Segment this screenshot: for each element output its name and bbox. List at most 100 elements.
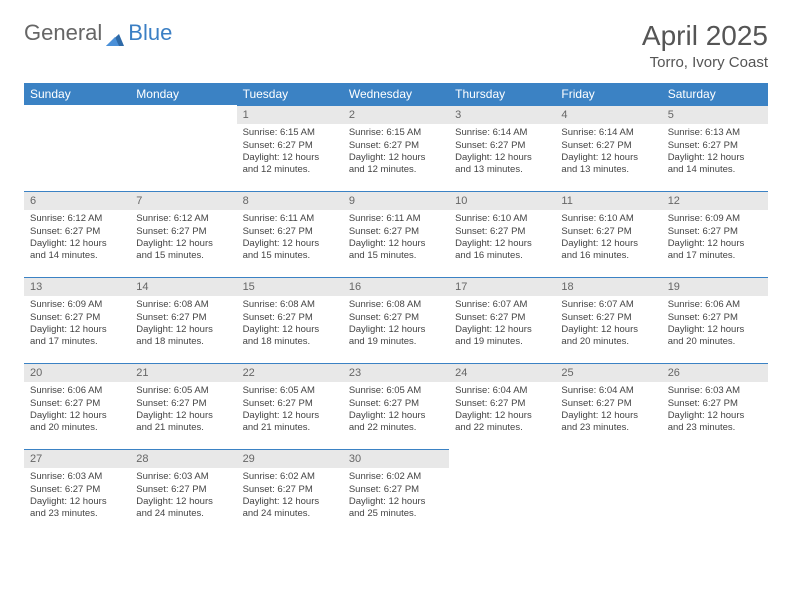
calendar-cell: 22Sunrise: 6:05 AMSunset: 6:27 PMDayligh… (237, 363, 343, 449)
weekday-header: Tuesday (237, 83, 343, 105)
calendar-cell: 28Sunrise: 6:03 AMSunset: 6:27 PMDayligh… (130, 449, 236, 535)
weekday-header: Saturday (662, 83, 768, 105)
sunrise-text: Sunrise: 6:15 AM (349, 127, 443, 139)
day-data: Sunrise: 6:13 AMSunset: 6:27 PMDaylight:… (662, 124, 768, 180)
day-data: Sunrise: 6:10 AMSunset: 6:27 PMDaylight:… (555, 210, 661, 266)
calendar-cell: 19Sunrise: 6:06 AMSunset: 6:27 PMDayligh… (662, 277, 768, 363)
day-data: Sunrise: 6:03 AMSunset: 6:27 PMDaylight:… (662, 382, 768, 438)
day-number: 2 (343, 105, 449, 124)
calendar-cell: 14Sunrise: 6:08 AMSunset: 6:27 PMDayligh… (130, 277, 236, 363)
daylight-text-2: and 16 minutes. (561, 250, 655, 262)
weekday-header: Wednesday (343, 83, 449, 105)
calendar-cell: 9Sunrise: 6:11 AMSunset: 6:27 PMDaylight… (343, 191, 449, 277)
daylight-text-1: Daylight: 12 hours (668, 152, 762, 164)
sunset-text: Sunset: 6:27 PM (668, 226, 762, 238)
sunrise-text: Sunrise: 6:11 AM (349, 213, 443, 225)
weekday-header: Thursday (449, 83, 555, 105)
day-data: Sunrise: 6:12 AMSunset: 6:27 PMDaylight:… (24, 210, 130, 266)
daylight-text-1: Daylight: 12 hours (30, 238, 124, 250)
calendar-cell: .. (662, 449, 768, 535)
day-number: 7 (130, 191, 236, 210)
sunset-text: Sunset: 6:27 PM (243, 226, 337, 238)
daylight-text-2: and 24 minutes. (243, 508, 337, 520)
day-data: Sunrise: 6:04 AMSunset: 6:27 PMDaylight:… (555, 382, 661, 438)
day-data: Sunrise: 6:09 AMSunset: 6:27 PMDaylight:… (24, 296, 130, 352)
daylight-text-2: and 13 minutes. (561, 164, 655, 176)
calendar-cell: 16Sunrise: 6:08 AMSunset: 6:27 PMDayligh… (343, 277, 449, 363)
day-number: 8 (237, 191, 343, 210)
sunrise-text: Sunrise: 6:07 AM (455, 299, 549, 311)
sunset-text: Sunset: 6:27 PM (455, 226, 549, 238)
daylight-text-1: Daylight: 12 hours (136, 238, 230, 250)
day-data: Sunrise: 6:07 AMSunset: 6:27 PMDaylight:… (555, 296, 661, 352)
day-number: 24 (449, 363, 555, 382)
sunset-text: Sunset: 6:27 PM (349, 484, 443, 496)
daylight-text-1: Daylight: 12 hours (455, 410, 549, 422)
sunset-text: Sunset: 6:27 PM (349, 312, 443, 324)
sunset-text: Sunset: 6:27 PM (243, 140, 337, 152)
day-number: 27 (24, 449, 130, 468)
calendar-cell: 15Sunrise: 6:08 AMSunset: 6:27 PMDayligh… (237, 277, 343, 363)
sunrise-text: Sunrise: 6:14 AM (561, 127, 655, 139)
day-data: Sunrise: 6:14 AMSunset: 6:27 PMDaylight:… (555, 124, 661, 180)
day-number: 23 (343, 363, 449, 382)
daylight-text-1: Daylight: 12 hours (30, 496, 124, 508)
calendar-cell: 24Sunrise: 6:04 AMSunset: 6:27 PMDayligh… (449, 363, 555, 449)
location: Torro, Ivory Coast (642, 54, 768, 71)
day-number: 15 (237, 277, 343, 296)
daylight-text-2: and 12 minutes. (243, 164, 337, 176)
calendar-cell: 21Sunrise: 6:05 AMSunset: 6:27 PMDayligh… (130, 363, 236, 449)
sunset-text: Sunset: 6:27 PM (561, 398, 655, 410)
day-number: 10 (449, 191, 555, 210)
day-data: Sunrise: 6:08 AMSunset: 6:27 PMDaylight:… (237, 296, 343, 352)
calendar-cell: 25Sunrise: 6:04 AMSunset: 6:27 PMDayligh… (555, 363, 661, 449)
calendar-row: 6Sunrise: 6:12 AMSunset: 6:27 PMDaylight… (24, 191, 768, 277)
calendar-cell: 10Sunrise: 6:10 AMSunset: 6:27 PMDayligh… (449, 191, 555, 277)
day-data: Sunrise: 6:05 AMSunset: 6:27 PMDaylight:… (237, 382, 343, 438)
daylight-text-2: and 14 minutes. (30, 250, 124, 262)
daylight-text-1: Daylight: 12 hours (136, 410, 230, 422)
day-number: 1 (237, 105, 343, 124)
logo-text-1: General (24, 20, 102, 46)
daylight-text-2: and 16 minutes. (455, 250, 549, 262)
sunrise-text: Sunrise: 6:05 AM (349, 385, 443, 397)
calendar-cell: .. (555, 449, 661, 535)
sunset-text: Sunset: 6:27 PM (668, 312, 762, 324)
day-number: 30 (343, 449, 449, 468)
daylight-text-1: Daylight: 12 hours (561, 410, 655, 422)
day-number: 25 (555, 363, 661, 382)
sunrise-text: Sunrise: 6:05 AM (243, 385, 337, 397)
calendar-cell: .. (130, 105, 236, 191)
daylight-text-1: Daylight: 12 hours (349, 496, 443, 508)
daylight-text-1: Daylight: 12 hours (243, 410, 337, 422)
sunrise-text: Sunrise: 6:08 AM (349, 299, 443, 311)
sunset-text: Sunset: 6:27 PM (349, 398, 443, 410)
daylight-text-1: Daylight: 12 hours (30, 410, 124, 422)
sunset-text: Sunset: 6:27 PM (243, 312, 337, 324)
sunrise-text: Sunrise: 6:15 AM (243, 127, 337, 139)
day-number: 14 (130, 277, 236, 296)
day-number: 4 (555, 105, 661, 124)
calendar-cell: 20Sunrise: 6:06 AMSunset: 6:27 PMDayligh… (24, 363, 130, 449)
day-data: Sunrise: 6:08 AMSunset: 6:27 PMDaylight:… (343, 296, 449, 352)
daylight-text-1: Daylight: 12 hours (349, 238, 443, 250)
daylight-text-1: Daylight: 12 hours (30, 324, 124, 336)
daylight-text-2: and 23 minutes. (30, 508, 124, 520)
daylight-text-1: Daylight: 12 hours (561, 324, 655, 336)
daylight-text-1: Daylight: 12 hours (668, 238, 762, 250)
calendar-cell: .. (449, 449, 555, 535)
day-number: 6 (24, 191, 130, 210)
sunrise-text: Sunrise: 6:05 AM (136, 385, 230, 397)
calendar-cell: 13Sunrise: 6:09 AMSunset: 6:27 PMDayligh… (24, 277, 130, 363)
calendar-cell: 26Sunrise: 6:03 AMSunset: 6:27 PMDayligh… (662, 363, 768, 449)
day-data: Sunrise: 6:03 AMSunset: 6:27 PMDaylight:… (130, 468, 236, 524)
daylight-text-2: and 12 minutes. (349, 164, 443, 176)
sunrise-text: Sunrise: 6:09 AM (30, 299, 124, 311)
weekday-header: Sunday (24, 83, 130, 105)
sunrise-text: Sunrise: 6:02 AM (243, 471, 337, 483)
calendar-cell: 1Sunrise: 6:15 AMSunset: 6:27 PMDaylight… (237, 105, 343, 191)
day-data: Sunrise: 6:15 AMSunset: 6:27 PMDaylight:… (343, 124, 449, 180)
day-data: Sunrise: 6:15 AMSunset: 6:27 PMDaylight:… (237, 124, 343, 180)
calendar-cell: 18Sunrise: 6:07 AMSunset: 6:27 PMDayligh… (555, 277, 661, 363)
day-data: Sunrise: 6:10 AMSunset: 6:27 PMDaylight:… (449, 210, 555, 266)
